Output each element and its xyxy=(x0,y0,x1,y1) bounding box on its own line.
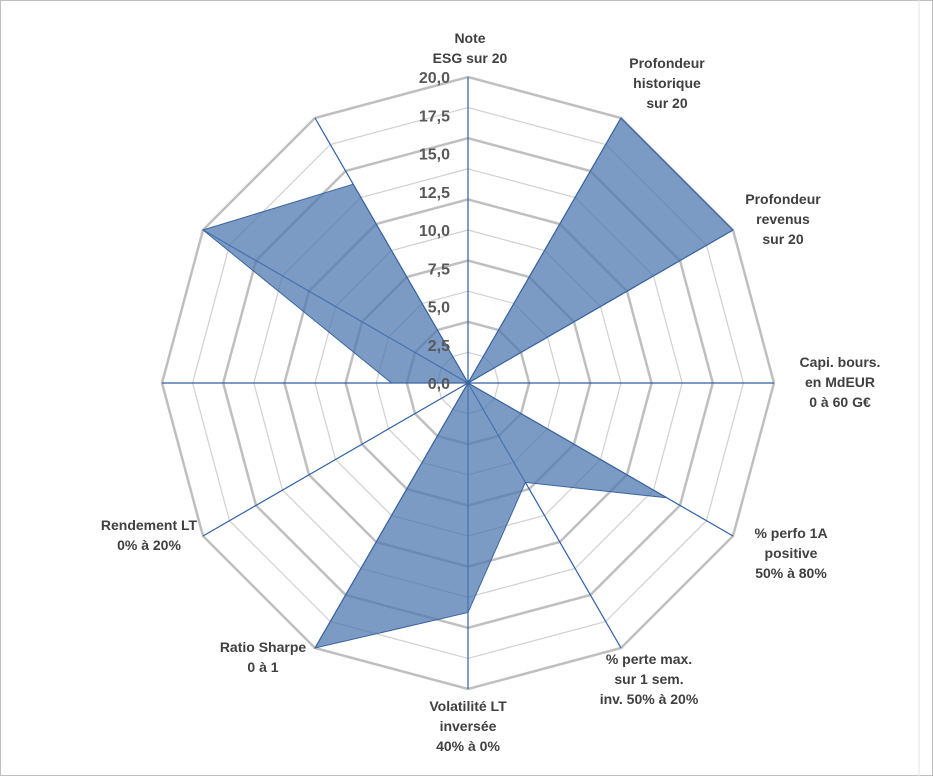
category-label-4: % perfo 1A positive 50% à 80% xyxy=(754,525,827,581)
category-label-1: Profondeur historique sur 20 xyxy=(629,55,705,111)
tick-label: 0,0 xyxy=(428,376,450,393)
category-label-3: Capi. bours. en MdEUR 0 à 60 G€ xyxy=(800,354,881,410)
tick-label: 17,5 xyxy=(419,108,450,125)
tick-label: 7,5 xyxy=(428,261,450,278)
category-label-8: Rendement LT 0% à 20% xyxy=(101,517,198,553)
tick-label: 5,0 xyxy=(428,300,450,317)
spoke-8 xyxy=(202,382,469,537)
series-area xyxy=(201,117,734,649)
tick-label: 10,0 xyxy=(419,223,450,240)
radar-tick-labels: 0,0 2,5 5,0 7,5 10,0 12,5 15,0 17,5 20,0 xyxy=(419,70,450,393)
tick-label: 15,0 xyxy=(419,147,450,164)
category-label-5: % perte max. sur 1 sem. inv. 50% à 20% xyxy=(600,651,699,707)
radar-category-labels: Note ESG sur 20 Profondeur historique sur 20… xyxy=(101,30,881,754)
tick-label: 2,5 xyxy=(428,338,450,355)
category-label-2: Profondeur revenus sur 20 xyxy=(745,191,821,247)
category-label-7: Ratio Sharpe 0 à 1 xyxy=(220,639,307,675)
category-label-6: Volatilité LT inversée 40% à 0% xyxy=(429,698,507,754)
radar-series xyxy=(201,117,734,649)
category-label-0: Note ESG sur 20 xyxy=(433,30,508,66)
tick-label: 20,0 xyxy=(419,70,450,87)
tick-label: 12,5 xyxy=(419,185,450,202)
